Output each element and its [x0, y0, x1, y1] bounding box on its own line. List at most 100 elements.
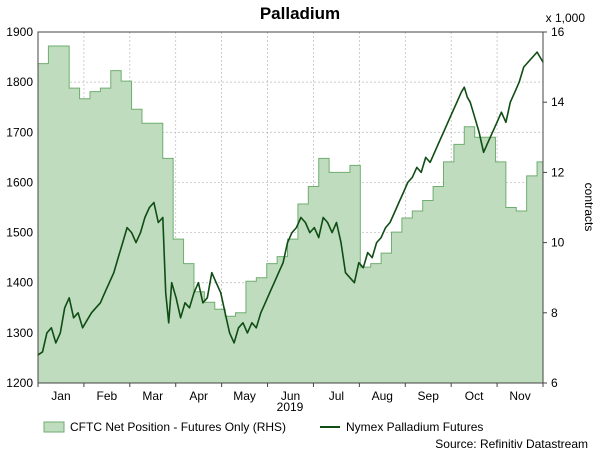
nymex-data-point: [135, 242, 137, 244]
nymex-data-point: [532, 56, 534, 58]
legend-label-nymex: Nymex Palladium Futures: [346, 420, 483, 434]
left-tick-label: 1300: [6, 326, 33, 340]
nymex-data-point: [55, 342, 57, 344]
x-tick-label: Mar: [142, 389, 163, 403]
nymex-data-point: [472, 111, 474, 113]
nymex-data-point: [487, 141, 489, 143]
nymex-data-point: [438, 141, 440, 143]
nymex-data-point: [291, 232, 293, 234]
nymex-data-point: [362, 267, 364, 269]
nymex-data-point: [385, 227, 387, 229]
nymex-data-point: [475, 121, 477, 123]
nymex-data-point: [278, 272, 280, 274]
nymex-data-point: [126, 227, 128, 229]
nymex-data-point: [313, 227, 315, 229]
nymex-data-point: [434, 151, 436, 153]
nymex-data-point: [255, 327, 257, 329]
nymex-data-point: [491, 131, 494, 133]
nymex-data-point: [478, 131, 480, 133]
nymex-data-point: [451, 111, 453, 113]
nymex-data-point: [527, 61, 529, 63]
right-axis-multiplier: x 1,000: [546, 11, 586, 25]
nymex-data-point: [246, 332, 248, 334]
nymex-data-point: [180, 317, 182, 319]
left-tick-label: 1900: [6, 25, 33, 39]
nymex-data-point: [202, 302, 204, 304]
nymex-data-point: [483, 151, 485, 153]
nymex-data-point: [349, 277, 351, 279]
nymex-data-point: [175, 297, 177, 299]
nymex-data-point: [220, 292, 222, 294]
nymex-data-point: [367, 252, 369, 254]
left-tick-label: 1800: [6, 75, 33, 89]
nymex-data-point: [407, 181, 409, 183]
nymex-data-point: [411, 176, 413, 178]
nymex-data-point: [82, 327, 84, 329]
x-tick-label: Nov: [509, 389, 530, 403]
legend-label-cftc: CFTC Net Position - Futures Only (RHS): [70, 420, 286, 434]
x-tick-label: May: [233, 389, 256, 403]
nymex-data-point: [331, 232, 333, 234]
legend-swatch-cftc: [43, 421, 65, 433]
nymex-data-point: [113, 272, 115, 274]
plot-frame: [37, 31, 544, 384]
nymex-data-point: [104, 292, 106, 294]
nymex-data-point: [242, 322, 244, 324]
nymex-data-point: [117, 257, 119, 259]
left-tick-label: 1600: [6, 175, 33, 189]
nymex-data-point: [188, 307, 191, 309]
nymex-data-point: [469, 101, 471, 103]
nymex-data-point: [260, 312, 262, 314]
nymex-data-point: [64, 307, 66, 309]
nymex-line-series: [37, 51, 544, 356]
nymex-data-point: [95, 307, 97, 309]
nymex-data-point: [46, 332, 48, 334]
nymex-data-point: [168, 322, 170, 324]
x-tick-label: Jun: [281, 389, 300, 403]
nymex-data-point: [73, 317, 75, 319]
nymex-data-point: [286, 242, 289, 244]
right-tick-label: 6: [551, 376, 558, 390]
nymex-data-point: [309, 232, 311, 234]
nymex-data-point: [371, 257, 373, 259]
nymex-data-point: [304, 221, 306, 224]
nymex-data-point: [442, 131, 445, 133]
nymex-data-point: [429, 161, 431, 163]
nymex-data-point: [460, 91, 462, 93]
right-tick-label: 14: [551, 95, 565, 109]
nymex-data-point: [496, 121, 498, 123]
right-tick-label: 12: [551, 165, 565, 179]
nymex-data-point: [224, 312, 226, 314]
left-tick-label: 1400: [6, 276, 33, 290]
nymex-data-point: [447, 121, 449, 123]
nymex-data-point: [273, 282, 275, 284]
x-tick-label: Oct: [465, 389, 484, 403]
right-axis-ticks: 6 8 10 12 14 16: [543, 25, 565, 390]
nymex-data-point: [282, 262, 284, 264]
nymex-data-point: [466, 96, 468, 98]
cftc-area-path: [37, 45, 544, 384]
nymex-data-point: [41, 351, 44, 353]
right-tick-label: 8: [551, 306, 558, 320]
nymex-data-point: [300, 216, 302, 219]
nymex-data-point: [380, 237, 382, 239]
nymex-data-point: [157, 221, 159, 224]
nymex-data-point: [353, 282, 355, 284]
left-axis-ticks: 1200 1300 1400 1500 1600 1700 1800 1900: [6, 25, 33, 390]
chart-title: Palladium: [260, 4, 340, 23]
nymex-data-point: [86, 319, 88, 321]
nymex-data-point: [233, 342, 235, 344]
nymex-data-point: [206, 297, 208, 299]
x-tick-label: Sep: [418, 389, 440, 403]
left-tick-label: 1500: [6, 226, 33, 240]
nymex-data-point: [59, 332, 61, 334]
nymex-data-point: [131, 232, 133, 234]
nymex-data-point: [162, 216, 164, 219]
nymex-data-point: [344, 272, 347, 274]
nymex-data-point: [425, 156, 427, 158]
nymex-data-point: [153, 201, 155, 204]
nymex-data-point: [295, 227, 297, 229]
nymex-data-point: [144, 216, 146, 219]
x-tick-label: Jan: [51, 389, 70, 403]
legend: CFTC Net Position - Futures Only (RHS) N…: [43, 420, 483, 434]
